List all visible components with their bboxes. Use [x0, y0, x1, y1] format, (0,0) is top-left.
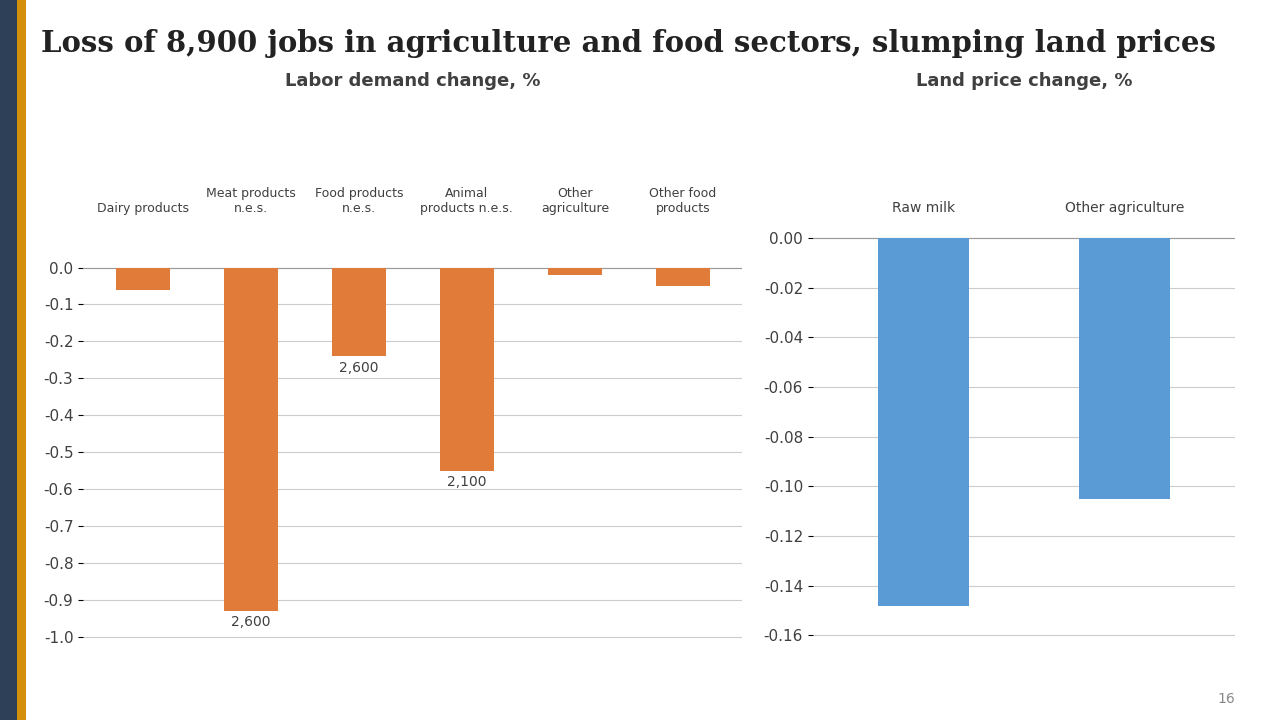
Text: Animal
products n.e.s.: Animal products n.e.s.	[420, 186, 513, 215]
Text: Food products
n.e.s.: Food products n.e.s.	[315, 186, 403, 215]
Bar	[878, 238, 969, 606]
Text: 2,600: 2,600	[339, 361, 379, 374]
Text: Meat products
n.e.s.: Meat products n.e.s.	[206, 186, 296, 215]
Text: Raw milk: Raw milk	[892, 201, 955, 215]
Text: Loss of 8,900 jobs in agriculture and food sectors, slumping land prices: Loss of 8,900 jobs in agriculture and fo…	[41, 29, 1216, 58]
Text: 2,100: 2,100	[447, 475, 486, 489]
Text: Land price change, %: Land price change, %	[915, 72, 1133, 90]
Text: 2,600: 2,600	[230, 616, 270, 629]
Bar	[1079, 238, 1170, 499]
Bar	[440, 268, 494, 471]
Bar	[115, 268, 170, 289]
Text: Other agriculture: Other agriculture	[1065, 201, 1184, 215]
Bar	[224, 268, 278, 611]
Text: 16: 16	[1217, 692, 1235, 706]
Text: Other food
products: Other food products	[649, 186, 717, 215]
Bar	[332, 268, 385, 356]
Bar	[655, 268, 710, 286]
Text: Dairy products: Dairy products	[96, 202, 188, 215]
Text: Other
agriculture: Other agriculture	[541, 186, 609, 215]
Bar	[548, 268, 602, 275]
Text: Labor demand change, %: Labor demand change, %	[285, 72, 540, 90]
